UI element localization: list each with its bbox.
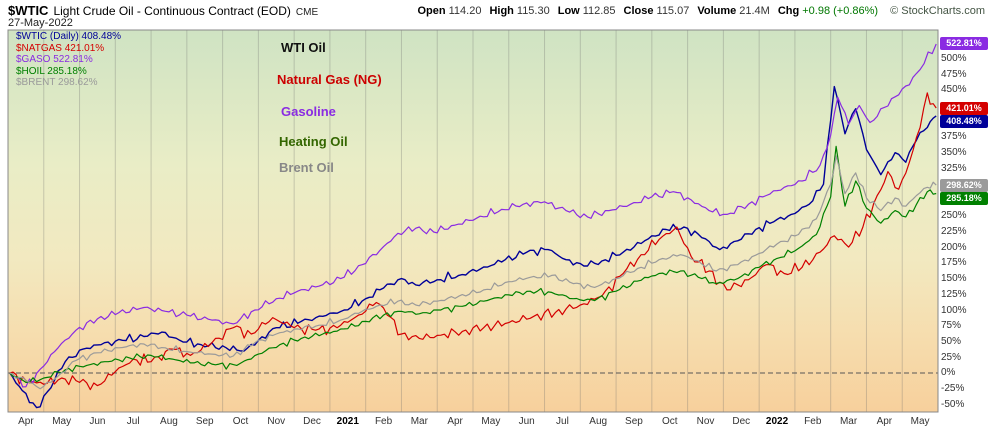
y-axis-label: 175%	[941, 257, 967, 269]
annotation-natural-gas-ng-: Natural Gas (NG)	[277, 72, 382, 87]
y-axis-label: 25%	[941, 351, 962, 363]
y-axis-label: -25%	[941, 383, 965, 395]
x-axis-label: 2022	[765, 416, 789, 427]
x-axis-label: Feb	[804, 416, 822, 427]
y-axis-label: 200%	[941, 241, 967, 253]
x-axis-label: Jun	[518, 416, 535, 427]
last-value-badge-$BRENT: 298.62%	[940, 178, 988, 192]
legend-item-$GASO: $GASO 522.81%	[16, 54, 93, 65]
exchange-label: CME	[295, 7, 319, 18]
x-axis-label: Aug	[589, 416, 608, 427]
x-axis-label: Sep	[195, 416, 214, 427]
y-axis-label: 225%	[941, 225, 967, 237]
quote-label-high: High	[489, 5, 514, 17]
x-axis-label: 2021	[336, 416, 359, 427]
y-axis-label: -50%	[941, 398, 965, 410]
x-axis-label: Jun	[89, 416, 106, 427]
x-axis-label: Aug	[160, 416, 178, 427]
y-axis-label: 350%	[941, 147, 967, 159]
y-axis-label: 475%	[941, 68, 967, 80]
quote-value-volume: 21.4M	[739, 5, 770, 17]
chart-title: Light Crude Oil - Continuous Contract (E…	[53, 4, 291, 18]
annotation-gasoline: Gasoline	[281, 104, 336, 119]
x-axis-label: Jul	[126, 416, 140, 427]
series-line-$HOIL	[9, 145, 937, 383]
x-axis-label: Jul	[556, 416, 569, 427]
x-axis-label: Sep	[625, 416, 643, 427]
annotation-heating-oil: Heating Oil	[279, 134, 348, 149]
x-axis-label: Dec	[732, 416, 751, 427]
symbol: $WTIC	[8, 3, 49, 18]
plot-border	[7, 29, 939, 413]
x-axis-label: Dec	[303, 416, 321, 427]
copyright: © StockCharts.com	[890, 5, 985, 17]
x-axis-label: Nov	[696, 416, 715, 427]
quote-bar: Open 114.20 High 115.30 Low 112.85 Close 115.07…	[409, 5, 985, 17]
quote-value-high: 115.30	[516, 5, 550, 17]
quote-label-chg: Chg	[777, 5, 800, 17]
y-axis-label: 0%	[941, 367, 956, 379]
y-axis-label: 100%	[941, 304, 967, 316]
x-axis-label: Nov	[267, 416, 286, 427]
y-axis-label: 75%	[941, 320, 962, 332]
y-axis-label: 250%	[941, 210, 967, 222]
y-axis-label: 325%	[941, 162, 967, 174]
ohlc-quote: Open 114.20 High 115.30 Low 112.85 Close 115.07…	[409, 5, 878, 17]
last-value-badge-$NATGAS: 421.01%	[940, 101, 988, 115]
series-legend: $WTIC (Daily) 408.48% $NATGAS 421.01% $GAS…	[16, 31, 121, 89]
legend-item-$WTIC: $WTIC (Daily) 408.48%	[16, 31, 122, 42]
series-line-$BRENT	[9, 155, 937, 390]
quote-label-close: Close	[623, 5, 654, 17]
x-axis-label: Apr	[876, 416, 893, 427]
annotation-brent-oil: Brent Oil	[279, 160, 334, 175]
x-axis-label: Mar	[410, 416, 428, 427]
quote-value-open: 114.20	[448, 5, 482, 17]
x-axis-label: May	[481, 416, 501, 427]
x-axis-label: Feb	[374, 416, 393, 427]
legend-item-$BRENT: $BRENT 298.62%	[16, 77, 98, 88]
last-value-badge-$WTIC: 408.48%	[940, 115, 988, 129]
quote-value-chg: +0.98 (+0.86%)	[802, 5, 879, 17]
chart-header: $WTIC Light Crude Oil - Continuous Contra…	[8, 3, 318, 18]
quote-label-open: Open	[417, 5, 446, 17]
series-line-$WTIC	[9, 85, 937, 409]
x-axis-label: May	[52, 416, 72, 427]
x-axis-label: Apr	[18, 416, 34, 427]
legend-item-$NATGAS: $NATGAS 421.01%	[16, 42, 105, 54]
y-axis-label: 500%	[941, 52, 967, 64]
legend-item-$HOIL: $HOIL 285.18%	[16, 65, 87, 77]
quote-value-low: 112.85	[582, 5, 616, 17]
y-axis-label: 50%	[941, 336, 962, 348]
x-axis-label: Oct	[232, 416, 249, 427]
x-axis-label: Mar	[839, 416, 858, 427]
quote-label-low: Low	[557, 5, 580, 17]
quote-value-close: 115.07	[656, 5, 690, 17]
y-axis-label: 150%	[941, 273, 967, 285]
y-axis-label: 450%	[941, 84, 967, 96]
series-line-$GASO	[9, 43, 937, 388]
plot-background	[8, 30, 938, 412]
annotation-wti-oil: WTI Oil	[281, 40, 326, 55]
chart-date: 27-May-2022	[8, 17, 73, 29]
x-axis-label: Oct	[661, 416, 678, 427]
quote-label-volume: Volume	[697, 5, 737, 17]
last-value-badge-$GASO: 522.81%	[940, 37, 988, 51]
y-axis-label: 125%	[941, 288, 967, 300]
last-value-badge-$HOIL: 285.18%	[940, 192, 988, 206]
x-axis-label: May	[910, 416, 930, 427]
y-axis-label: 375%	[941, 131, 967, 143]
x-axis-label: Apr	[447, 416, 463, 427]
